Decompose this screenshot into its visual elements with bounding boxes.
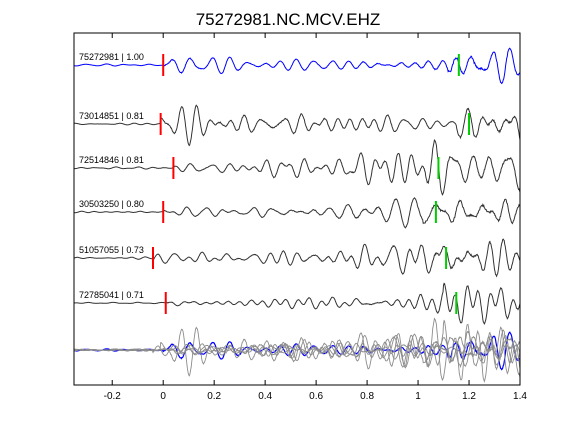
x-tick-label-7: 1.2 — [462, 391, 476, 402]
trace-label-4: 51057055 | 0.73 — [79, 245, 144, 255]
x-tick-label-3: 0.4 — [258, 391, 272, 402]
trace-1 — [73, 104, 521, 147]
chart-title: 75272981.NC.MCV.EHZ — [196, 10, 381, 29]
trace-label-1: 73014851 | 0.81 — [79, 111, 144, 121]
trace-2 — [74, 138, 521, 196]
trace-5 — [73, 282, 521, 326]
trace-label-2: 72514846 | 0.81 — [79, 155, 144, 165]
overlay-trace-5 — [73, 319, 521, 383]
x-tick-label-6: 1 — [415, 391, 421, 402]
x-tick-label-4: 0.6 — [309, 391, 323, 402]
x-tick-label-8: 1.4 — [513, 391, 527, 402]
trace-3 — [74, 197, 521, 229]
x-tick-label-2: 0.2 — [207, 391, 221, 402]
x-tick-label-1: 0 — [160, 391, 166, 402]
x-axis: -0.2 0 0.2 0.4 0.6 0.8 1 1.2 1.4 — [104, 33, 527, 402]
axes-frame — [73, 32, 521, 386]
trace-0 — [73, 47, 521, 85]
trace-label-0: 75272981 | 1.00 — [79, 52, 144, 62]
x-tick-label-5: 0.8 — [360, 391, 374, 402]
trace-label-5: 72785041 | 0.71 — [79, 290, 144, 300]
x-tick-label-0: -0.2 — [104, 391, 122, 402]
plot-area: 75272981 | 1.00 73014851 | 0.81 72514846 |… — [73, 47, 521, 383]
trace-label-3: 30503250 | 0.80 — [79, 199, 144, 209]
overlay-trace-1 — [74, 326, 521, 377]
